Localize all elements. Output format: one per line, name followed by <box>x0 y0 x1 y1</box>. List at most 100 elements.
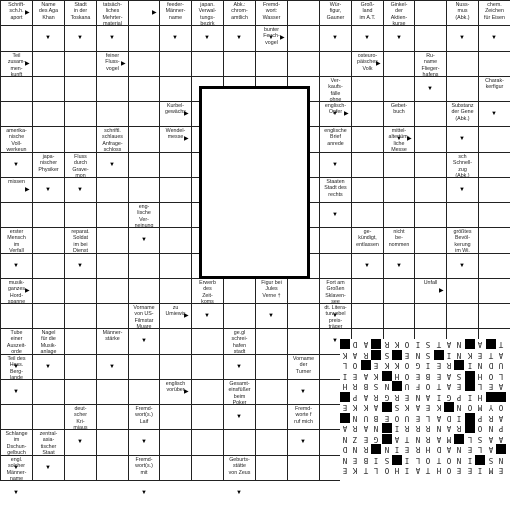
clue-cell: feeder- Männer- name <box>165 2 186 21</box>
solution-letter: A <box>446 445 452 454</box>
solution-letter: K <box>353 403 358 412</box>
arrow-down-icon: ▼ <box>77 263 83 269</box>
grid-line-v <box>383 0 384 339</box>
arrow-down-icon: ▼ <box>45 187 51 193</box>
solution-black-cell <box>371 339 382 349</box>
solution-letter: E <box>467 466 473 475</box>
solution-letter: E <box>405 445 410 454</box>
grid-line-v <box>0 0 1 480</box>
arrow-down-icon: ▼ <box>396 136 402 142</box>
solution-letter: G <box>446 392 452 402</box>
solution-letter: A <box>446 340 452 349</box>
clue-cell: englisch- Opfer <box>324 103 347 116</box>
solution-letter: O <box>405 371 410 381</box>
arrow-down-icon: ▼ <box>172 35 178 41</box>
solution-letter: A <box>498 413 504 423</box>
solution-letter: R <box>405 424 410 433</box>
solution-letter: L <box>425 413 431 423</box>
grid-line-v <box>351 0 352 339</box>
solution-letter: A <box>477 340 483 349</box>
solution-letter: I <box>467 361 473 370</box>
clue-cell: größtes Bevöl- kerung im Wi. <box>453 229 472 254</box>
arrow-down-icon: ▼ <box>396 263 402 269</box>
clue-cell: Staaten Stadt des rechts <box>324 179 347 198</box>
clue-cell: deut- scher Kri- miaus <box>73 406 88 431</box>
arrow-down-icon: ▼ <box>77 187 83 193</box>
solution-letter: D <box>353 340 358 349</box>
solution-letter: A <box>363 392 369 402</box>
solution-letter: K <box>384 361 389 370</box>
solution-black-cell <box>454 433 465 444</box>
clue-cell: Nuss- mus (Abk.) <box>455 2 470 21</box>
solution-letter: K <box>342 350 348 360</box>
solution-black-cell <box>392 381 402 391</box>
solution-letter: I <box>405 455 410 465</box>
solution-letter: R <box>457 424 462 433</box>
solution-letter: K <box>405 403 410 412</box>
solution-black-cell <box>392 454 402 465</box>
solution-letter: S <box>373 382 379 391</box>
solution-black-cell <box>444 402 454 412</box>
solution-letter: O <box>467 403 473 412</box>
solution-letter: E <box>457 382 462 391</box>
solution-letter: K <box>373 371 379 381</box>
arrow-down-icon: ▼ <box>364 263 370 269</box>
solution-letter: A <box>498 382 504 391</box>
grid-line-v <box>319 0 320 480</box>
arrow-down-icon: ▼ <box>13 389 19 395</box>
solution-black-cell <box>464 381 475 391</box>
solution-letter: R <box>415 424 421 433</box>
arrow-down-icon: ▼ <box>459 35 465 41</box>
clue-cell: Männer- stärke <box>102 330 123 343</box>
clue-cell: Wür- figur, Gauner <box>326 2 345 21</box>
solution-letter: N <box>457 350 462 360</box>
clue-cell: Tube einer Auszeit- orde <box>6 330 27 355</box>
clue-cell: Stadt in der Toskana <box>70 2 91 21</box>
clue-cell: erster Mensch im Verfall <box>7 229 26 254</box>
solution-letter: E <box>457 466 462 475</box>
solution-letter: I <box>373 455 379 465</box>
solution-letter: O <box>394 413 400 423</box>
solution-letter: G <box>415 361 421 370</box>
arrow-right-icon: ▶ <box>25 288 30 294</box>
solution-letter: R <box>384 340 389 349</box>
grid-line-v <box>32 0 33 480</box>
solution-letter: N <box>488 424 493 433</box>
solution-letter: E <box>488 382 493 391</box>
grid-line-v <box>64 0 65 480</box>
solution-black-cell <box>454 360 465 370</box>
solution-letter: A <box>342 424 348 433</box>
arrow-down-icon: ▼ <box>204 313 210 319</box>
solution-letter: E <box>477 350 483 360</box>
clue-cell: Fort am Großen Sklaven- see <box>325 280 346 305</box>
solution-letter: N <box>436 424 441 433</box>
solution-letter: N <box>415 392 421 402</box>
arrow-down-icon: ▼ <box>459 187 465 193</box>
grid-line-h <box>0 328 510 329</box>
grid-line-h <box>0 429 340 430</box>
solution-letter: D <box>446 413 452 423</box>
arrow-right-icon: ▶ <box>184 136 189 142</box>
arrow-down-icon: ▼ <box>13 490 19 496</box>
solution-letter: E <box>342 403 348 412</box>
solution-letter: A <box>488 434 493 444</box>
arrow-down-icon: ▼ <box>491 111 497 117</box>
solution-letter: K <box>353 466 358 475</box>
clue-cell: amerika- nische Voll- werkeun <box>6 128 27 153</box>
solution-letter: E <box>373 361 379 370</box>
solution-letter: A <box>363 340 369 349</box>
solution-letter: H <box>342 382 348 391</box>
solution-black-cell <box>371 444 382 454</box>
solution-letter: N <box>457 403 462 412</box>
arrow-down-icon: ▼ <box>332 162 338 168</box>
grid-line-h <box>0 25 510 26</box>
arrow-down-icon: ▼ <box>13 465 19 471</box>
arrow-down-icon: ▼ <box>45 364 51 370</box>
solution-letter: R <box>353 424 358 433</box>
grid-line-v <box>159 0 160 480</box>
arrow-right-icon: ▶ <box>121 61 126 67</box>
solution-black-cell <box>392 349 402 360</box>
solution-letter: U <box>498 361 504 370</box>
clue-cell: sch Schnell- zug (Abk.) <box>452 154 473 179</box>
